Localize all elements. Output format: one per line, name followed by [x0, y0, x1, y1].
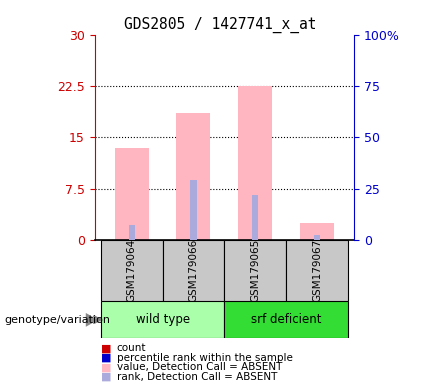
Bar	[101, 240, 163, 301]
Bar	[128, 225, 135, 240]
Text: rank, Detection Call = ABSENT: rank, Detection Call = ABSENT	[117, 372, 277, 382]
Text: srf deficient: srf deficient	[251, 313, 322, 326]
Text: ■: ■	[101, 362, 112, 372]
Polygon shape	[86, 313, 98, 327]
Bar	[163, 240, 224, 301]
Bar	[300, 223, 334, 240]
Text: value, Detection Call = ABSENT: value, Detection Call = ABSENT	[117, 362, 282, 372]
Text: ■: ■	[101, 353, 112, 363]
Bar	[115, 147, 149, 240]
Bar	[101, 301, 224, 338]
Bar	[238, 86, 272, 240]
Text: GSM179066: GSM179066	[188, 239, 198, 302]
Text: GSM179065: GSM179065	[250, 239, 260, 302]
Bar	[252, 195, 258, 240]
Bar	[286, 240, 348, 301]
Text: GSM179067: GSM179067	[312, 239, 322, 302]
Text: ■: ■	[101, 372, 112, 382]
Text: ■: ■	[101, 343, 112, 353]
Text: genotype/variation: genotype/variation	[4, 315, 110, 325]
Text: wild type: wild type	[136, 313, 190, 326]
Bar	[224, 240, 286, 301]
Text: percentile rank within the sample: percentile rank within the sample	[117, 353, 293, 363]
Text: GSM179064: GSM179064	[127, 239, 137, 302]
Bar	[314, 235, 320, 240]
Text: GDS2805 / 1427741_x_at: GDS2805 / 1427741_x_at	[124, 17, 316, 33]
Bar	[224, 301, 348, 338]
Bar	[191, 180, 197, 240]
Text: count: count	[117, 343, 146, 353]
Bar	[176, 113, 210, 240]
